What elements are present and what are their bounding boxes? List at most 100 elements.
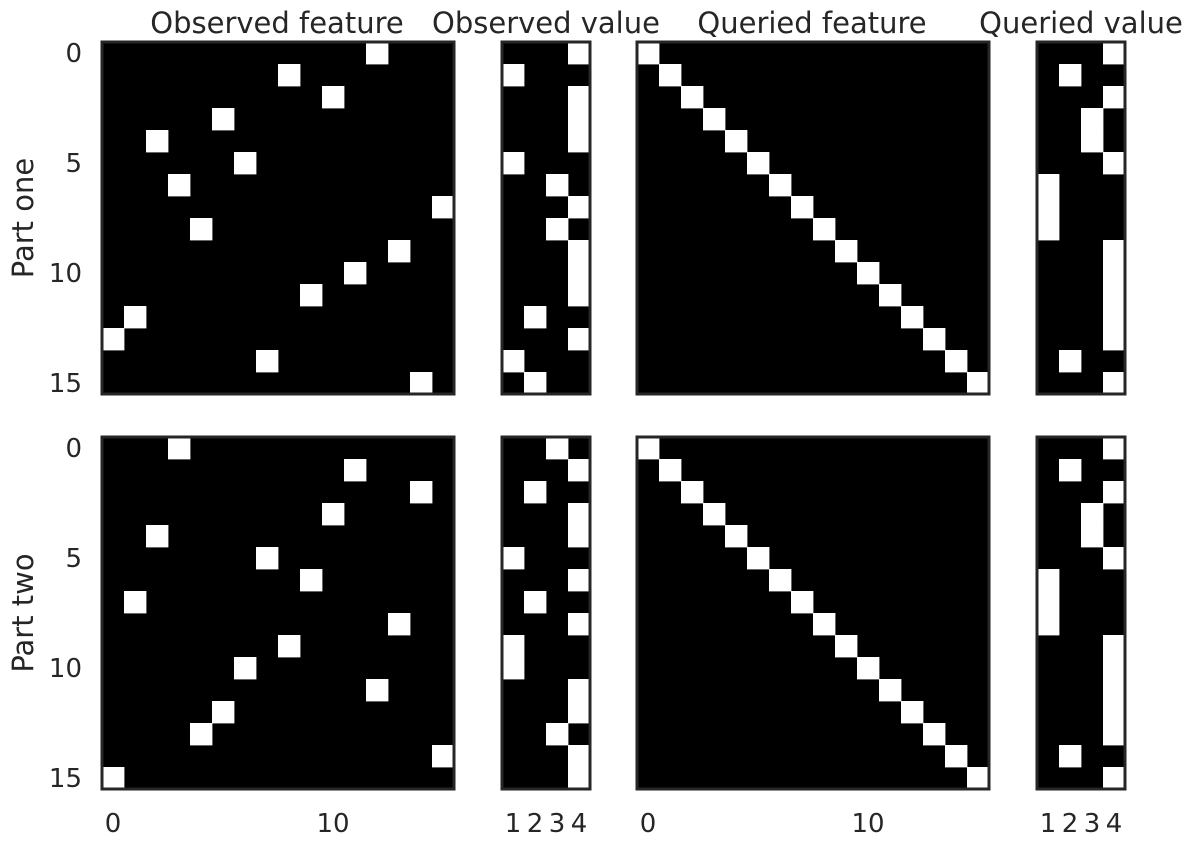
row-label-2: Part two xyxy=(6,553,40,672)
active-cell xyxy=(769,569,792,592)
active-cell xyxy=(1103,328,1126,351)
active-cell xyxy=(1037,218,1060,241)
x-tick-label: 10 xyxy=(316,809,349,839)
x-tick-label: 1 xyxy=(505,809,522,839)
panel-queried-feature-1 xyxy=(635,40,991,396)
active-cell xyxy=(725,130,748,153)
active-cell xyxy=(168,437,191,460)
active-cell xyxy=(1103,152,1126,175)
y-tick-label: 15 xyxy=(49,764,82,794)
active-cell xyxy=(769,174,792,197)
x-tick-label: 4 xyxy=(571,809,588,839)
active-cell xyxy=(1103,284,1126,307)
active-cell xyxy=(146,130,169,153)
panel-frame xyxy=(1035,40,1127,396)
active-cell xyxy=(366,42,389,65)
x-tick-label: 2 xyxy=(527,809,544,839)
panel-observed-value-1 xyxy=(500,40,592,396)
active-cell xyxy=(1037,591,1060,614)
active-cell xyxy=(568,459,591,482)
active-cell xyxy=(102,767,125,790)
active-cell xyxy=(945,350,968,373)
active-cell xyxy=(857,657,880,680)
active-cell xyxy=(300,284,323,307)
active-cell xyxy=(502,350,525,373)
active-cell xyxy=(659,459,682,482)
active-cell xyxy=(1037,196,1060,219)
panel-frame xyxy=(100,40,456,396)
panel-observed-value-2 xyxy=(500,435,592,791)
panel-frame xyxy=(100,435,456,791)
active-cell xyxy=(568,613,591,636)
active-cell xyxy=(637,437,660,460)
active-cell xyxy=(1103,723,1126,746)
active-cell xyxy=(212,108,235,131)
y-tick-label: 0 xyxy=(65,434,82,464)
active-cell xyxy=(681,481,704,504)
active-cell xyxy=(1103,767,1126,790)
active-cell xyxy=(524,306,547,329)
active-cell xyxy=(568,569,591,592)
active-cell xyxy=(366,679,389,702)
active-cell xyxy=(1103,679,1126,702)
active-cell xyxy=(568,503,591,526)
x-tick-label: 2 xyxy=(1062,809,1079,839)
active-cell xyxy=(502,64,525,87)
active-cell xyxy=(1103,240,1126,263)
active-cell xyxy=(168,174,191,197)
active-cell xyxy=(256,547,279,570)
active-cell xyxy=(524,481,547,504)
active-cell xyxy=(568,240,591,263)
active-cell xyxy=(568,525,591,548)
active-cell xyxy=(568,42,591,65)
active-cell xyxy=(835,635,858,658)
active-cell xyxy=(967,767,990,790)
active-cell xyxy=(546,437,569,460)
active-cell xyxy=(568,262,591,285)
active-cell xyxy=(278,64,301,87)
active-cell xyxy=(524,372,547,395)
active-cell xyxy=(502,635,525,658)
x-tick-label: 3 xyxy=(1084,809,1101,839)
x-tick-label: 0 xyxy=(640,809,657,839)
y-tick-label: 5 xyxy=(65,149,82,179)
active-cell xyxy=(813,218,836,241)
panel-observed-feature-2 xyxy=(100,435,456,791)
panel-frame xyxy=(1035,435,1127,791)
active-cell xyxy=(546,723,569,746)
active-cell xyxy=(1059,745,1082,768)
active-cell xyxy=(835,240,858,263)
panel-frame xyxy=(500,40,592,396)
active-cell xyxy=(703,503,726,526)
panel-background xyxy=(102,42,454,394)
active-cell xyxy=(388,613,411,636)
active-cell xyxy=(322,86,345,109)
active-cell xyxy=(568,701,591,724)
column-title-1: Observed feature xyxy=(150,6,403,40)
active-cell xyxy=(212,701,235,724)
panel-frame xyxy=(635,435,991,791)
active-cell xyxy=(747,152,770,175)
active-cell xyxy=(546,218,569,241)
y-tick-label: 10 xyxy=(49,259,82,289)
active-cell xyxy=(1103,86,1126,109)
active-cell xyxy=(747,547,770,570)
active-cell xyxy=(344,459,367,482)
panel-frame xyxy=(635,40,991,396)
y-tick-label: 5 xyxy=(65,544,82,574)
active-cell xyxy=(1081,108,1104,131)
active-cell xyxy=(1103,262,1126,285)
column-title-2: Observed value xyxy=(432,6,660,40)
active-cell xyxy=(879,679,902,702)
x-tick-label: 10 xyxy=(851,809,884,839)
panel-frame xyxy=(500,435,592,791)
active-cell xyxy=(1103,306,1126,329)
active-cell xyxy=(502,152,525,175)
x-tick-label: 3 xyxy=(549,809,566,839)
active-cell xyxy=(813,613,836,636)
panel-queried-value-2 xyxy=(1035,435,1127,791)
x-tick-label: 1 xyxy=(1040,809,1057,839)
active-cell xyxy=(568,284,591,307)
active-cell xyxy=(637,42,660,65)
